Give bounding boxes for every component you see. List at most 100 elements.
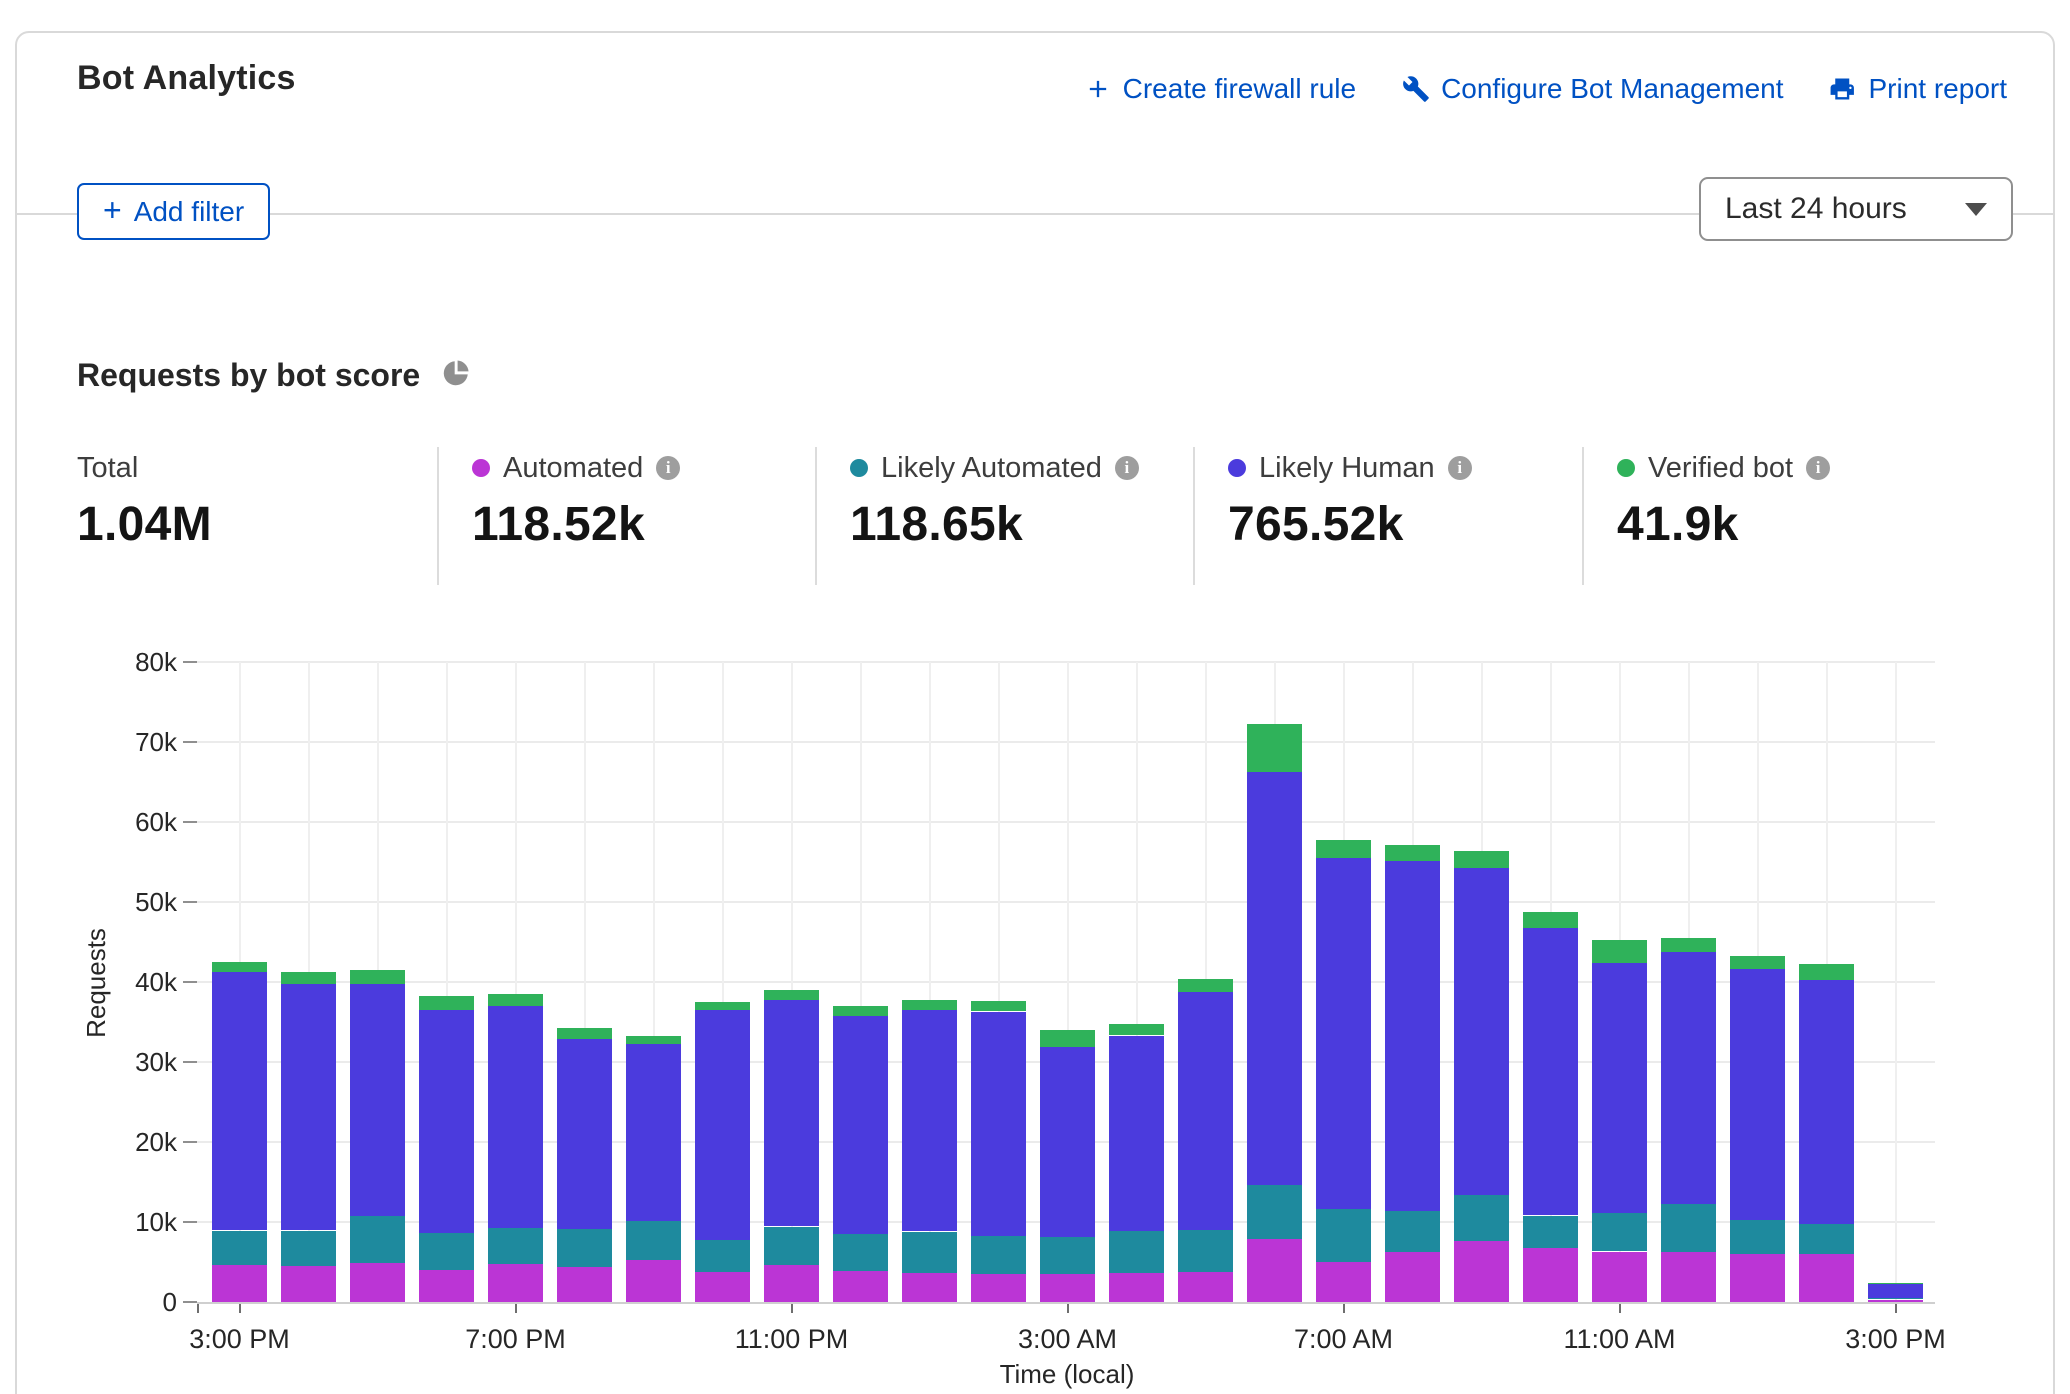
bar-segment-verified-bot[interactable] [764,990,819,1000]
bar-segment-verified-bot[interactable] [971,1001,1026,1011]
bar-segment-likely-automated[interactable] [281,1231,336,1266]
bar-segment-likely-automated[interactable] [1316,1209,1371,1262]
bar-segment-likely-human[interactable] [764,1000,819,1226]
bar-segment-likely-automated[interactable] [1454,1195,1509,1241]
bar-segment-automated[interactable] [971,1273,1026,1302]
bar-segment-verified-bot[interactable] [1316,840,1371,858]
bar-segment-likely-human[interactable] [833,1016,888,1234]
bar-segment-verified-bot[interactable] [1109,1024,1164,1035]
bar-segment-automated[interactable] [902,1272,957,1302]
bar-segment-verified-bot[interactable] [1592,940,1647,963]
bar-segment-likely-human[interactable] [1109,1036,1164,1231]
bar-segment-likely-human[interactable] [1316,857,1371,1209]
bar-segment-likely-automated[interactable] [1661,1204,1716,1252]
bar-segment-verified-bot[interactable] [1730,956,1785,969]
bar-segment-automated[interactable] [557,1267,612,1302]
bar-segment-automated[interactable] [626,1260,681,1302]
bar-segment-likely-human[interactable] [1868,1284,1923,1298]
bar-segment-likely-human[interactable] [350,984,405,1216]
bar-segment-verified-bot[interactable] [1247,724,1302,772]
bar-segment-likely-automated[interactable] [212,1231,267,1265]
bar-segment-likely-human[interactable] [488,1006,543,1228]
bar-segment-likely-human[interactable] [626,1044,681,1221]
bar-segment-automated[interactable] [695,1272,750,1302]
bar-segment-automated[interactable] [350,1263,405,1302]
bar-segment-likely-automated[interactable] [1109,1231,1164,1273]
bar-segment-likely-automated[interactable] [971,1236,1026,1274]
bar-segment-automated[interactable] [1109,1273,1164,1302]
bar-segment-verified-bot[interactable] [488,994,543,1006]
bar-segment-automated[interactable] [1247,1239,1302,1302]
bar-segment-likely-automated[interactable] [1385,1211,1440,1252]
bar-segment-likely-automated[interactable] [419,1233,474,1270]
bar-segment-likely-automated[interactable] [902,1232,957,1273]
bar-segment-automated[interactable] [1661,1252,1716,1302]
bar-segment-automated[interactable] [1799,1254,1854,1302]
bar-segment-verified-bot[interactable] [1868,1283,1923,1284]
bar-segment-likely-human[interactable] [281,984,336,1230]
bar-segment-likely-human[interactable] [1178,992,1233,1230]
bar-segment-verified-bot[interactable] [557,1028,612,1039]
bar-segment-verified-bot[interactable] [1178,979,1233,992]
bar-segment-automated[interactable] [1385,1252,1440,1302]
bar-segment-likely-automated[interactable] [764,1227,819,1265]
bar-segment-automated[interactable] [1178,1272,1233,1302]
bar-segment-verified-bot[interactable] [902,1000,957,1010]
bar-segment-automated[interactable] [281,1266,336,1302]
bar-segment-verified-bot[interactable] [1523,912,1578,928]
bar-segment-verified-bot[interactable] [212,962,267,972]
x-tick [239,1304,241,1313]
bar-segment-verified-bot[interactable] [1040,1030,1095,1047]
bar-segment-likely-human[interactable] [902,1009,957,1231]
bar-segment-likely-human[interactable] [1040,1047,1095,1237]
bar-segment-verified-bot[interactable] [695,1002,750,1010]
bar-segment-verified-bot[interactable] [419,996,474,1010]
bar-segment-verified-bot[interactable] [833,1006,888,1016]
bar-segment-likely-human[interactable] [419,1010,474,1233]
bar-segment-likely-automated[interactable] [557,1229,612,1267]
bar-segment-verified-bot[interactable] [350,970,405,984]
bar-segment-likely-automated[interactable] [1178,1229,1233,1272]
bar-segment-likely-automated[interactable] [833,1234,888,1271]
bar-segment-automated[interactable] [419,1270,474,1302]
bar-segment-likely-human[interactable] [695,1010,750,1240]
bar-segment-likely-human[interactable] [557,1039,612,1229]
bar-segment-likely-human[interactable] [1661,952,1716,1204]
bar-segment-likely-automated[interactable] [1523,1216,1578,1248]
bar-segment-verified-bot[interactable] [626,1036,681,1044]
bar-segment-likely-human[interactable] [1799,980,1854,1224]
bar-segment-likely-automated[interactable] [1799,1224,1854,1254]
bar-segment-likely-human[interactable] [1247,772,1302,1185]
bar-segment-automated[interactable] [833,1271,888,1302]
bar-segment-likely-human[interactable] [1592,963,1647,1213]
bar-segment-automated[interactable] [764,1265,819,1302]
bar-segment-likely-automated[interactable] [626,1220,681,1260]
bar-segment-verified-bot[interactable] [1661,938,1716,952]
bar-segment-likely-automated[interactable] [1040,1237,1095,1274]
bar-segment-automated[interactable] [212,1265,267,1302]
bar-segment-automated[interactable] [1454,1240,1509,1302]
bar-segment-automated[interactable] [1592,1252,1647,1302]
bar-segment-automated[interactable] [1316,1262,1371,1302]
bar-segment-automated[interactable] [1523,1248,1578,1302]
bar-segment-likely-human[interactable] [212,972,267,1230]
bar-segment-likely-automated[interactable] [1247,1185,1302,1239]
bar-segment-likely-human[interactable] [971,1012,1026,1236]
bar-segment-verified-bot[interactable] [1799,964,1854,980]
bar-segment-automated[interactable] [1868,1300,1923,1302]
bar-segment-likely-automated[interactable] [1592,1212,1647,1251]
bar-segment-likely-automated[interactable] [695,1240,750,1272]
bar-segment-automated[interactable] [488,1264,543,1302]
bar-segment-likely-automated[interactable] [350,1216,405,1263]
bar-segment-automated[interactable] [1040,1274,1095,1302]
bar-segment-likely-human[interactable] [1385,861,1440,1211]
bar-segment-verified-bot[interactable] [281,972,336,984]
bar-segment-verified-bot[interactable] [1454,851,1509,868]
bar-segment-verified-bot[interactable] [1385,845,1440,861]
bar-segment-likely-human[interactable] [1523,928,1578,1215]
bar-segment-likely-automated[interactable] [1730,1220,1785,1254]
bar-segment-likely-human[interactable] [1730,968,1785,1220]
bar-segment-likely-automated[interactable] [488,1228,543,1264]
bar-segment-automated[interactable] [1730,1254,1785,1302]
bar-segment-likely-human[interactable] [1454,868,1509,1195]
